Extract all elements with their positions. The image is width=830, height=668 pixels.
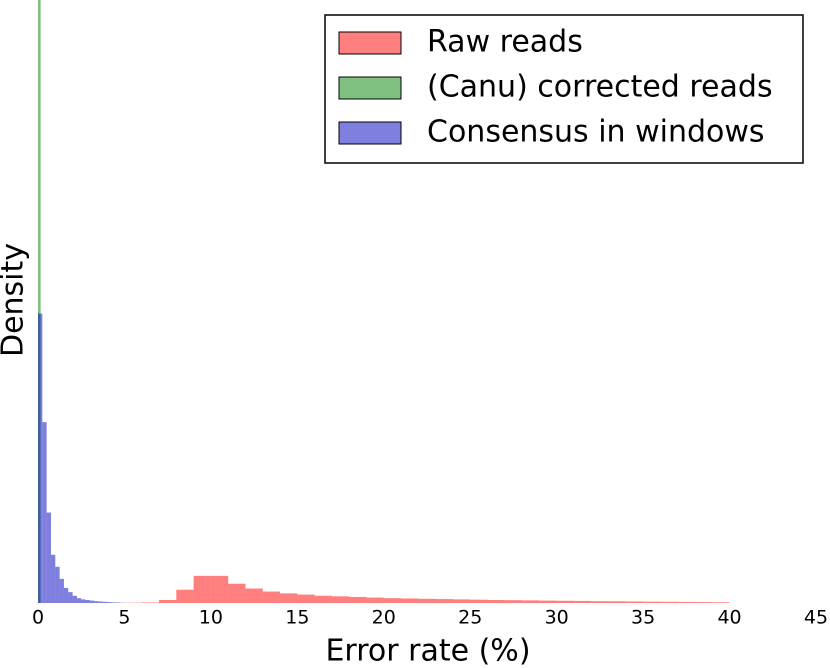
histogram-bar [141, 602, 160, 603]
histogram-bar [556, 600, 574, 603]
legend-swatch [338, 31, 402, 55]
histogram-bar [176, 589, 194, 603]
x-tick-label: 35 [631, 607, 655, 629]
histogram-bar [297, 594, 315, 603]
x-tick-label: 45 [804, 607, 828, 629]
histogram-bar [487, 599, 505, 603]
legend-swatch [338, 121, 402, 145]
histogram-bar [591, 601, 609, 603]
x-tick-label: 20 [372, 607, 396, 629]
histogram-bar [111, 602, 116, 603]
histogram-bar [349, 596, 367, 603]
legend-label: Consensus in windows [427, 115, 765, 150]
histogram-bar [712, 602, 730, 603]
histogram-bar [193, 575, 211, 603]
x-tick-label: 5 [118, 607, 130, 629]
x-tick-label: 30 [545, 607, 569, 629]
histogram-bar [573, 600, 592, 603]
legend-swatch [338, 76, 402, 100]
histogram-bar [452, 599, 471, 603]
histogram-bar [98, 601, 103, 603]
histogram-bar [470, 599, 488, 603]
legend-label: Raw reads [427, 25, 583, 60]
histogram-bar [55, 566, 60, 603]
histogram-bar [50, 554, 56, 603]
histogram-bar [383, 598, 402, 603]
plot-area [38, 0, 730, 603]
histogram-bar [76, 598, 82, 603]
histogram-bar [102, 601, 108, 603]
histogram-bar [401, 598, 419, 603]
histogram-bar [107, 602, 112, 603]
histogram-bar [314, 595, 332, 603]
histogram-bar [280, 593, 298, 603]
histogram-bar [89, 600, 95, 603]
histogram-bar [63, 587, 69, 603]
histogram-bar [539, 600, 557, 603]
x-tick-label: 40 [717, 607, 741, 629]
histogram-bar [85, 599, 90, 603]
histogram-bar [504, 600, 523, 603]
histogram-bar [625, 601, 644, 603]
legend-label: (Canu) corrected reads [427, 70, 773, 105]
histogram-bar [366, 597, 384, 603]
histogram-bar [42, 422, 47, 603]
x-tick-label: 10 [199, 607, 223, 629]
x-tick-label: 0 [32, 607, 44, 629]
histogram-bar [228, 583, 246, 603]
histogram-bar [159, 599, 177, 603]
x-tick-label: 25 [458, 607, 482, 629]
histogram-bar [522, 600, 540, 603]
legend: Raw reads (Canu) corrected reads Consensus… [324, 14, 804, 164]
histogram-bar [81, 599, 86, 603]
histogram-bar [331, 596, 350, 603]
histogram-bar [38, 313, 43, 603]
histogram-bar [68, 592, 73, 603]
histogram-bar [418, 598, 436, 603]
x-axis-label: Error rate (%) [325, 634, 530, 668]
histogram-bar [210, 575, 229, 603]
legend-frame [324, 14, 804, 164]
histogram-bar [608, 601, 626, 603]
histogram-bar [72, 595, 77, 603]
histogram-bar [94, 601, 99, 603]
histogram-bar [677, 601, 695, 603]
histogram-bar [38, 0, 41, 603]
y-axis-label: Density [0, 243, 31, 357]
histogram-bar [46, 512, 51, 603]
histogram-bar [643, 601, 661, 603]
histogram-bar [245, 588, 263, 603]
histogram-bar [262, 591, 281, 603]
histogram-bar [435, 599, 453, 603]
histogram-bar [694, 602, 713, 603]
x-tick-label: 15 [285, 607, 309, 629]
histogram-bar [660, 601, 678, 603]
histogram-bar [59, 578, 64, 603]
